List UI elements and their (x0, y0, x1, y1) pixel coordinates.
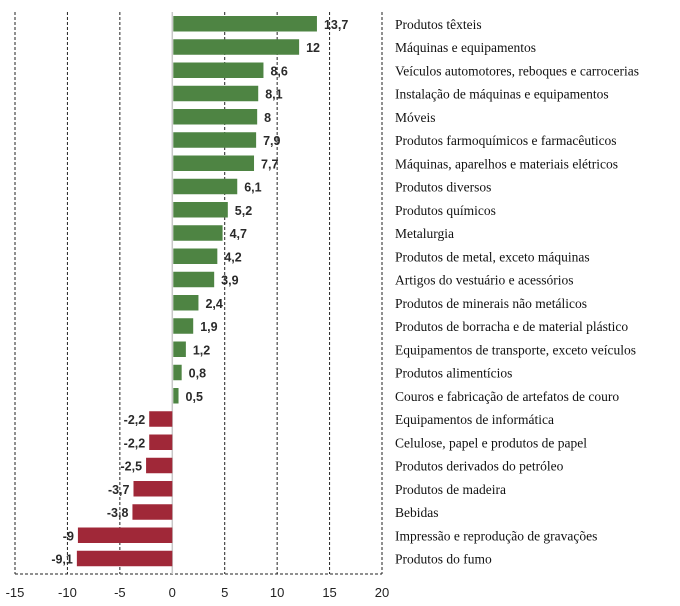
category-label: Veículos automotores, reboques e carroce… (395, 63, 639, 78)
data-label: 2,4 (205, 297, 222, 311)
category-label: Equipamentos de informática (395, 412, 554, 427)
x-tick-label: 5 (221, 585, 228, 600)
data-label: -2,2 (124, 413, 146, 427)
bar (173, 178, 238, 195)
category-label: Impressão e reprodução de gravações (395, 528, 597, 543)
category-label: Produtos de minerais não metálicos (395, 296, 587, 311)
x-tick-label: 10 (270, 585, 284, 600)
bar (173, 109, 258, 125)
bar (173, 318, 194, 334)
bar (173, 132, 257, 148)
x-axis-ticks: -15 -10 -5 0 5 10 15 20 (6, 585, 390, 600)
x-tick-label: -15 (6, 585, 25, 600)
bar (173, 62, 264, 78)
bar (173, 225, 223, 241)
category-label: Máquinas e equipamentos (395, 40, 536, 55)
category-label: Produtos diversos (395, 180, 491, 195)
category-label: Equipamentos de transporte, exceto veícu… (395, 342, 636, 357)
category-label: Bebidas (395, 505, 439, 520)
data-label: -2,2 (124, 436, 146, 450)
category-label: Produtos de madeira (395, 482, 506, 497)
data-label: 5,2 (235, 204, 252, 218)
bar (173, 388, 179, 404)
x-tick-label: -10 (58, 585, 77, 600)
bar (173, 155, 255, 171)
data-label: 12 (306, 41, 320, 55)
category-label: Artigos do vestuário e acessórios (395, 273, 573, 288)
bar (173, 341, 186, 357)
x-tick-label: 20 (375, 585, 389, 600)
category-label: Produtos têxteis (395, 17, 482, 32)
data-label: 8,1 (265, 88, 282, 102)
data-label: 4,7 (230, 227, 247, 241)
category-label: Produtos alimentícios (395, 366, 512, 381)
data-label: 4,2 (224, 250, 241, 264)
bar (173, 85, 259, 102)
bar (146, 457, 173, 474)
category-label: Produtos químicos (395, 203, 496, 218)
bar (76, 550, 173, 567)
data-label: 3,9 (221, 274, 238, 288)
bars (76, 16, 317, 567)
category-labels: Produtos têxteis Máquinas e equipamentos V… (395, 17, 639, 567)
x-tick-label: 0 (169, 585, 176, 600)
category-label: Máquinas, aparelhos e materiais elétrico… (395, 156, 618, 171)
bar (173, 271, 215, 288)
data-label: 1,9 (200, 320, 217, 334)
category-label: Produtos de metal, exceto máquinas (395, 249, 590, 264)
bar (77, 527, 173, 543)
data-label: 7,7 (261, 157, 278, 171)
gridlines (14, 12, 383, 575)
data-label: 8,6 (270, 64, 287, 78)
data-label: 1,2 (193, 343, 210, 357)
bar (132, 504, 173, 520)
data-label: 0,8 (189, 367, 206, 381)
category-label: Couros e fabricação de artefatos de cour… (395, 389, 619, 404)
category-label: Produtos do fumo (395, 552, 492, 567)
data-label: -3,8 (107, 506, 129, 520)
bar (173, 202, 228, 218)
data-label: 6,1 (244, 181, 261, 195)
category-label: Instalação de máquinas e equipamentos (395, 87, 609, 102)
category-label: Produtos derivados do petróleo (395, 459, 564, 474)
category-label: Produtos farmoquímicos e farmacêuticos (395, 133, 617, 148)
bar (149, 434, 173, 450)
category-label: Celulose, papel e produtos de papel (395, 435, 587, 450)
bar (133, 481, 173, 497)
x-tick-label: -5 (114, 585, 126, 600)
data-label: -9,1 (51, 553, 73, 567)
bar (173, 39, 300, 55)
data-label: 7,9 (263, 134, 280, 148)
data-label: -9 (63, 529, 74, 543)
bar (173, 295, 199, 311)
bar (173, 16, 317, 32)
bar (173, 248, 218, 264)
bar (149, 411, 173, 427)
data-label: -2,5 (121, 460, 143, 474)
x-tick-label: 15 (322, 585, 336, 600)
data-labels: 13,7 12 8,6 8,1 8 7,9 7,76,1 5,2 4,7 4,2 3,9 2,4 1,9… (51, 18, 348, 567)
category-label: Metalurgia (395, 226, 454, 241)
data-label: 0,5 (186, 390, 203, 404)
data-label: 13,7 (324, 18, 348, 32)
category-label: Móveis (395, 110, 436, 125)
category-label: Produtos de borracha e de material plást… (395, 319, 628, 334)
data-label: -3,7 (108, 483, 130, 497)
bar (173, 364, 182, 381)
data-label: 8 (264, 111, 271, 125)
